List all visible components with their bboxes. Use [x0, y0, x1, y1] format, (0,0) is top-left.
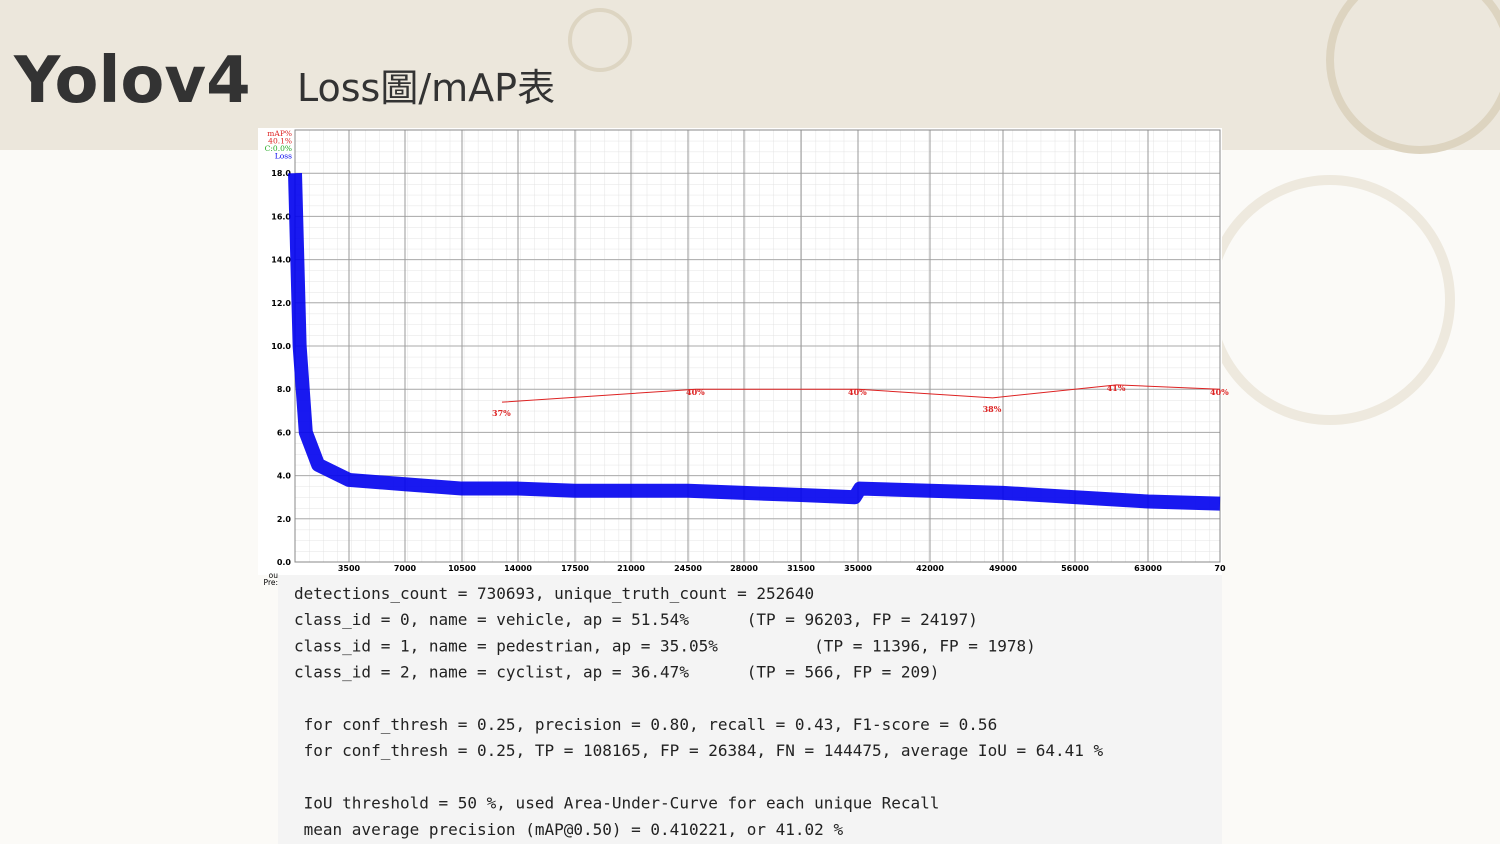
x-tick-label: 56000 — [1061, 564, 1089, 573]
console-line: for conf_thresh = 0.25, precision = 0.80… — [294, 715, 997, 734]
y-tick-label: 18.0 — [271, 169, 291, 178]
x-tick-label: 10500 — [448, 564, 476, 573]
loss-line — [288, 173, 1221, 511]
legend-label: 40.1% — [268, 137, 292, 146]
header-band — [0, 0, 1500, 150]
legend-label: mAP% — [267, 129, 292, 138]
x-tick-label: 24500 — [674, 564, 702, 573]
console-line: for conf_thresh = 0.25, TP = 108165, FP … — [294, 741, 1104, 760]
y-tick-label: 6.0 — [277, 428, 292, 437]
y-tick-label: 0.0 — [277, 558, 292, 567]
data-label: 38% — [983, 404, 1002, 414]
legend-label: C:0.0% — [265, 144, 292, 153]
y-tick-label: 4.0 — [277, 472, 292, 481]
y-tick-label: 12.0 — [271, 299, 291, 308]
decoration — [1326, 0, 1500, 154]
data-label: 41% — [1107, 383, 1126, 393]
legend-label: Loss — [275, 152, 292, 161]
console-panel — [278, 575, 1222, 844]
data-label: 40% — [1210, 387, 1229, 397]
x-tick-label: 7000 — [394, 564, 417, 573]
x-tick-label: 35000 — [844, 564, 872, 573]
x-tick-label: 21000 — [617, 564, 645, 573]
console: detections_count = 730693, unique_truth_… — [294, 584, 1104, 839]
data-label: 40% — [686, 387, 705, 397]
console-line: class_id = 2, name = cyclist, ap = 36.47… — [294, 663, 939, 682]
x-tick-label: 28000 — [730, 564, 758, 573]
y-tick-label: 2.0 — [277, 515, 292, 524]
decoration — [568, 8, 632, 72]
data-label: 40% — [848, 387, 867, 397]
x-tick-label: 31500 — [787, 564, 815, 573]
y-tick-label: 16.0 — [271, 212, 291, 221]
x-tick-label: 3500 — [338, 564, 361, 573]
console-line: mean average precision (mAP@0.50) = 0.41… — [294, 820, 843, 839]
console-line: detections_count = 730693, unique_truth_… — [294, 584, 814, 603]
cropped-label: Pre: — [264, 578, 278, 587]
x-tick-label: 70 — [1214, 564, 1226, 573]
cropped-label: ou — [269, 571, 279, 580]
data-label: 37% — [492, 408, 511, 418]
y-tick-label: 14.0 — [271, 256, 291, 265]
console-line: class_id = 0, name = vehicle, ap = 51.54… — [294, 610, 978, 629]
x-tick-label: 17500 — [561, 564, 589, 573]
map-line — [501, 384, 1221, 403]
title: Yolov4 — [13, 44, 251, 118]
y-tick-label: 10.0 — [271, 342, 291, 351]
x-tick-label: 14000 — [504, 564, 532, 573]
x-tick-label: 42000 — [916, 564, 944, 573]
x-tick-label: 49000 — [989, 564, 1017, 573]
x-tick-label: 63000 — [1134, 564, 1162, 573]
console-line: IoU threshold = 50 %, used Area-Under-Cu… — [294, 794, 939, 813]
console-line: class_id = 1, name = pedestrian, ap = 35… — [294, 636, 1036, 655]
y-tick-label: 8.0 — [277, 385, 292, 394]
plot: 0.0 2.0 4.0 6.0 8.0 10.0 12.0 14.0 16.0 18.0 3500 7… — [264, 129, 1230, 587]
subtitle: Loss圖/mAP表 — [297, 66, 555, 110]
